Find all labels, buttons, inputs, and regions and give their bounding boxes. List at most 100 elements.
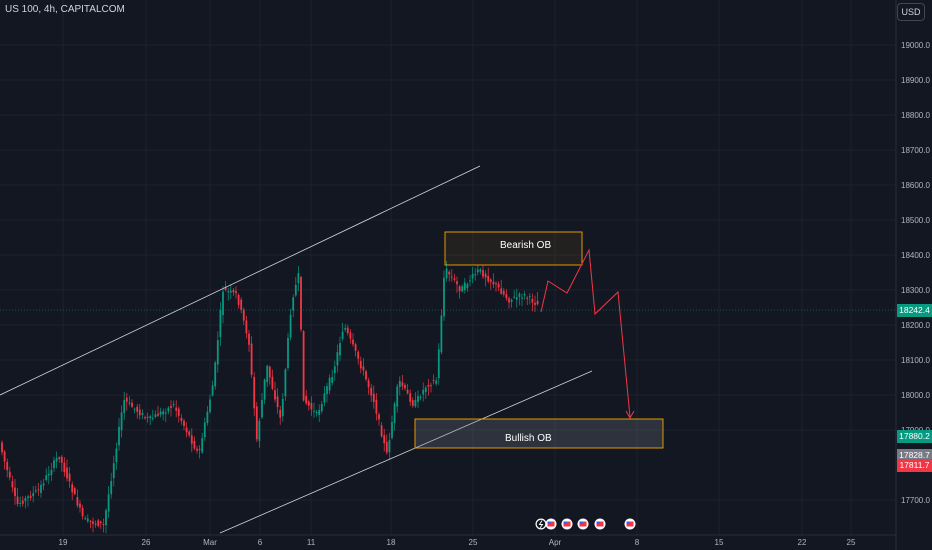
candlestick-series: [1, 260, 539, 534]
candle-body: [136, 406, 139, 412]
bearish-ob-zone[interactable]: [444, 231, 583, 266]
candle-body: [463, 282, 466, 291]
candle-body: [404, 384, 406, 389]
candle-body: [422, 389, 425, 395]
candle-body: [216, 340, 219, 365]
candle-body: [60, 456, 63, 463]
last-price-tag: 18242.4: [897, 304, 932, 317]
candle-body: [1, 442, 3, 453]
candle-body: [300, 276, 302, 330]
projection-path[interactable]: [540, 248, 631, 418]
candle-body: [536, 300, 539, 305]
candle-body: [461, 286, 464, 292]
candle-body: [149, 416, 152, 419]
candle-body: [68, 473, 71, 482]
candle-body: [21, 500, 24, 504]
time-tick-label: 22: [798, 538, 807, 547]
currency-button[interactable]: USD: [897, 3, 925, 21]
candle-body: [310, 403, 313, 410]
economic-events-row: [535, 518, 636, 530]
candle-body: [266, 365, 269, 383]
candle-body: [120, 412, 123, 431]
candle-body: [453, 278, 456, 280]
candle-body: [235, 291, 237, 294]
channel-lower-trendline[interactable]: [219, 370, 593, 534]
time-tick-label: 18: [387, 538, 396, 547]
time-tick-label: 25: [469, 538, 478, 547]
candle-body: [227, 291, 230, 293]
candle-body: [339, 343, 341, 356]
candle-body: [133, 408, 136, 410]
candle-body: [151, 417, 154, 419]
candle-body: [482, 270, 484, 277]
candle-body: [513, 296, 516, 298]
green-price-tag: 17880.2: [897, 430, 932, 443]
candle-body: [190, 435, 193, 444]
candle-body: [297, 273, 300, 284]
price-tick-label: 18700.0: [901, 146, 930, 155]
candle-body: [131, 402, 133, 407]
candle-body: [128, 402, 131, 404]
candle-body: [24, 498, 27, 502]
candle-body: [105, 510, 107, 526]
candle-body: [214, 362, 217, 387]
us-flag-icon[interactable]: [577, 518, 589, 530]
channel-upper-trendline[interactable]: [0, 165, 481, 396]
candle-body: [123, 400, 126, 414]
candle-body: [284, 369, 287, 397]
us-flag-icon[interactable]: [624, 518, 636, 530]
candle-body: [391, 422, 393, 438]
candle-body: [201, 438, 204, 453]
candle-body: [518, 293, 521, 297]
candle-body: [164, 412, 167, 414]
candle-body: [206, 411, 209, 423]
candle-body: [3, 451, 6, 462]
candle-body: [523, 293, 526, 296]
candle-body: [430, 385, 432, 387]
candle-body: [320, 403, 323, 412]
candle-body: [365, 371, 367, 380]
symbol-title[interactable]: US 100, 4h, CAPITALCOM: [5, 4, 125, 15]
candle-body: [141, 413, 144, 415]
projection-arrowhead: [625, 410, 635, 420]
candle-body: [175, 407, 178, 411]
candle-body: [258, 420, 261, 441]
candle-body: [401, 382, 404, 387]
lightning-icon[interactable]: [535, 518, 547, 530]
candle-body: [427, 385, 430, 387]
candle-body: [307, 401, 310, 406]
candle-body: [328, 377, 331, 391]
candle-body: [437, 349, 440, 379]
candle-body: [411, 400, 414, 406]
candle-body: [331, 376, 334, 383]
candle-body: [40, 484, 42, 493]
candle-body: [255, 406, 258, 440]
candle-body: [237, 294, 240, 305]
candle-body: [289, 314, 292, 338]
candle-body: [6, 461, 9, 471]
candle-body: [242, 309, 245, 321]
candle-body: [19, 502, 22, 504]
candle-body: [336, 352, 339, 366]
candle-body: [370, 387, 373, 396]
candle-body: [274, 390, 276, 400]
us-flag-icon[interactable]: [594, 518, 606, 530]
price-axis[interactable]: 19000.0 18900.0 18800.0 18700.0 18600.0 18500…: [901, 41, 930, 505]
candle-body: [188, 431, 191, 436]
candle-body: [8, 471, 11, 478]
time-axis[interactable]: 19 26 Mar 6 11 18 25 Apr 8 15 22 25: [59, 538, 856, 547]
candle-body: [263, 379, 266, 400]
us-flag-icon[interactable]: [545, 518, 557, 530]
candle-body: [73, 488, 76, 495]
candle-body: [99, 521, 102, 524]
candle-body: [209, 399, 211, 413]
bullish-ob-zone[interactable]: [414, 418, 664, 449]
candle-body: [245, 320, 248, 334]
candle-body: [388, 440, 391, 453]
candle-body: [170, 405, 172, 408]
us-flag-icon[interactable]: [561, 518, 573, 530]
candle-body: [45, 475, 48, 481]
candle-body: [180, 417, 183, 422]
candle-body: [224, 287, 227, 290]
